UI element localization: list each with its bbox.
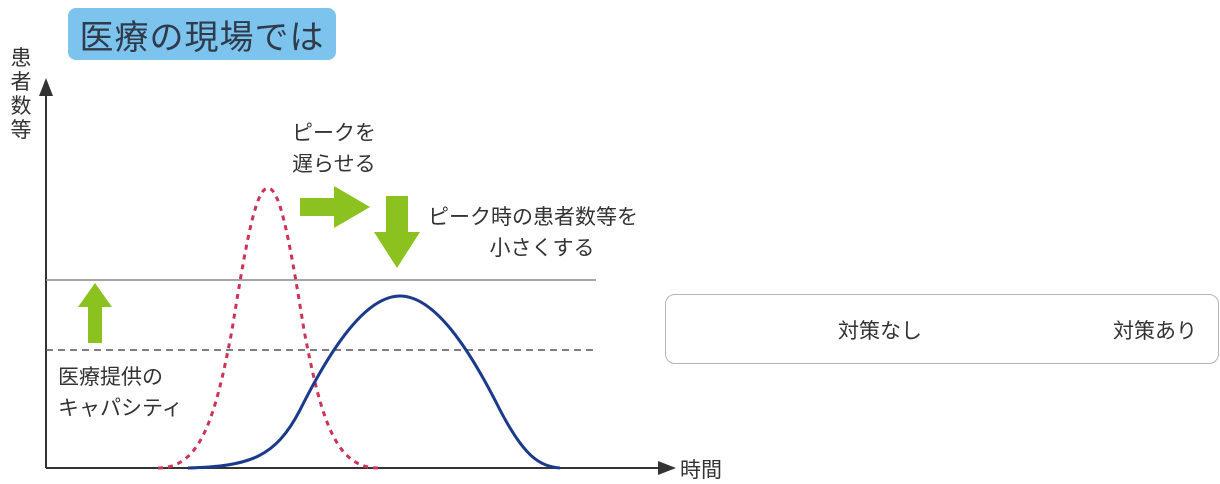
- reduce-peak-line: ピーク時の患者数等を: [428, 205, 638, 229]
- diagram-title: 医療の現場では: [79, 17, 325, 58]
- with-measures-curve: [187, 294, 561, 470]
- y-axis-label-char: 者: [10, 70, 32, 94]
- down-arrow-icon: [374, 196, 420, 268]
- y-axis-label-char: 患: [10, 46, 32, 70]
- legend: 対策なし 対策あり: [665, 294, 1219, 364]
- up-arrow-icon: [78, 283, 112, 343]
- y-axis-label: 患 者 数 等: [10, 46, 32, 142]
- right-arrow-icon: [300, 186, 370, 228]
- reduce-peak-line: 小さくする: [489, 236, 595, 260]
- y-axis-arrowhead: [39, 78, 53, 96]
- delay-peak-annotation: ピークを 遅らせる: [292, 118, 376, 180]
- legend-no-measures-label: 対策なし: [838, 319, 922, 343]
- y-axis-label-char: 数: [10, 94, 32, 118]
- x-axis-arrowhead: [658, 461, 676, 475]
- legend-with-measures-label: 対策あり: [1113, 319, 1197, 343]
- delay-peak-line: 遅らせる: [292, 152, 376, 176]
- delay-peak-line: ピークを: [292, 121, 376, 145]
- title-box: 医療の現場では: [68, 8, 336, 60]
- capacity-line-label: 医療提供の: [58, 365, 163, 389]
- y-axis-label-char: 等: [10, 118, 32, 142]
- capacity-annotation: 医療提供の キャパシティ: [58, 362, 183, 424]
- capacity-line-label: キャパシティ: [58, 396, 183, 420]
- no-measures-curve: [157, 186, 379, 470]
- x-axis-label: 時間: [680, 458, 722, 482]
- reduce-peak-annotation: ピーク時の患者数等を 小さくする: [428, 202, 648, 264]
